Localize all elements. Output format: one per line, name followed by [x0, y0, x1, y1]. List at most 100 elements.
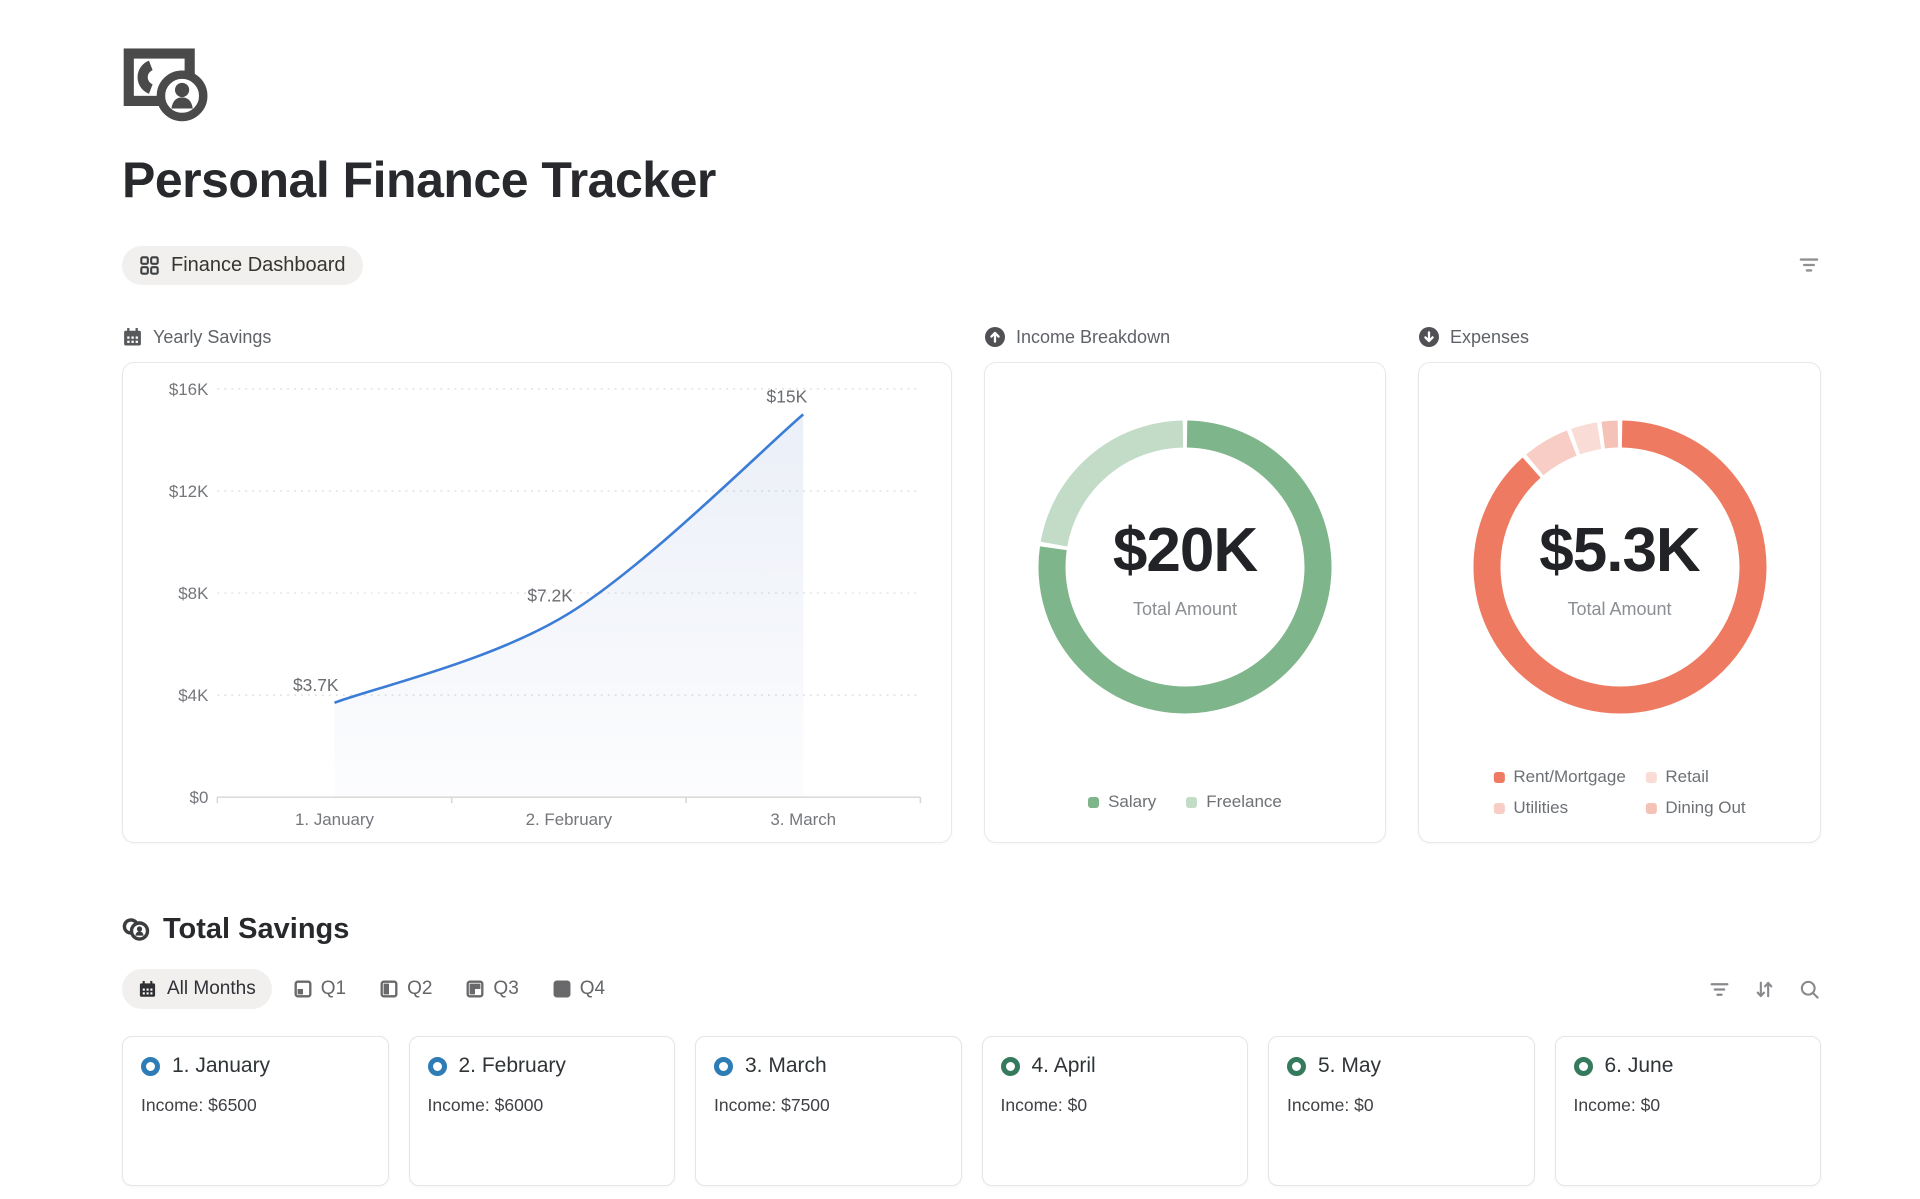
month-title: 1. January — [172, 1054, 271, 1077]
month-card-header: 6. June — [1573, 1054, 1803, 1078]
svg-text:$0: $0 — [190, 788, 209, 807]
month-cards-row: 1. January Income: $6500 2. February Income… — [122, 1036, 1821, 1186]
legend-item-utilities: Utilities — [1493, 798, 1645, 818]
legend-item-dining-out: Dining Out — [1645, 798, 1746, 818]
legend-label: Utilities — [1513, 798, 1569, 817]
svg-text:$15K: $15K — [767, 386, 808, 406]
month-status-icon — [1287, 1056, 1306, 1076]
month-card-april[interactable]: 4. April Income: $0 — [981, 1036, 1248, 1186]
expenses-label: Expenses — [1450, 326, 1530, 347]
month-card-header: 1. January — [141, 1054, 370, 1078]
legend-item-salary: Salary — [1088, 792, 1156, 812]
legend-item-rent-mortgage: Rent/Mortgage — [1493, 767, 1645, 787]
q1-quarter-icon — [294, 980, 312, 998]
expenses-card: $5.3K Total Amount Rent/Mortgage Retail Ut… — [1418, 362, 1821, 843]
tab-label: Q3 — [493, 978, 519, 999]
month-card-june[interactable]: 6. June Income: $0 — [1554, 1036, 1821, 1186]
legend-swatch — [1088, 796, 1100, 808]
total-savings-label: Total Savings — [163, 913, 350, 945]
legend-swatch — [1493, 802, 1505, 814]
sort-icon[interactable] — [1753, 978, 1776, 1001]
month-income: Income: $7500 — [714, 1095, 830, 1115]
month-card-header: 5. May — [1287, 1054, 1516, 1078]
legend-item-retail: Retail — [1645, 767, 1745, 787]
month-title: 6. June — [1604, 1054, 1674, 1077]
income-donut-wrap: $20K Total Amount — [1035, 417, 1335, 717]
month-title: 5. May — [1318, 1054, 1382, 1077]
svg-text:2. February: 2. February — [526, 810, 613, 829]
legend-swatch — [1645, 802, 1657, 814]
legend-label: Dining Out — [1665, 798, 1746, 817]
tab-q3[interactable]: Q3 — [454, 969, 530, 1009]
month-title: 4. April — [1031, 1054, 1096, 1077]
legend-swatch — [1186, 796, 1198, 808]
total-savings-heading: Total Savings — [122, 913, 1821, 946]
tab-q4[interactable]: Q4 — [541, 969, 617, 1009]
filter-icon[interactable] — [1797, 253, 1821, 277]
svg-text:$16K: $16K — [169, 380, 209, 399]
month-income: Income: $6000 — [427, 1095, 544, 1115]
month-card-header: 3. March — [714, 1054, 943, 1078]
legend-label: Rent/Mortgage — [1513, 767, 1626, 786]
month-income: Income: $0 — [1000, 1095, 1088, 1115]
search-icon[interactable] — [1798, 978, 1821, 1001]
savings-toolbar — [1708, 978, 1821, 1001]
income-breakdown-title: Income Breakdown — [984, 325, 1386, 349]
month-income: Income: $0 — [1573, 1095, 1661, 1115]
month-income: Income: $6500 — [141, 1095, 257, 1115]
income-breakdown-card: $20K Total Amount Salary Freelance — [984, 362, 1386, 843]
svg-text:$3.7K: $3.7K — [293, 675, 339, 695]
month-status-icon — [427, 1056, 447, 1076]
expenses-donut-chart — [1473, 420, 1766, 714]
calendar-icon — [124, 327, 141, 345]
month-card-header: 4. April — [1000, 1054, 1230, 1078]
income-breakdown-label: Income Breakdown — [1016, 326, 1171, 347]
q2-half-icon — [380, 980, 398, 998]
legend-label: Retail — [1665, 767, 1709, 786]
tab-label: Q4 — [579, 978, 606, 999]
tab-q2[interactable]: Q2 — [368, 969, 444, 1009]
month-title: 2. February — [458, 1054, 566, 1077]
yearly-savings-label: Yearly Savings — [153, 326, 272, 347]
month-status-icon — [1000, 1056, 1020, 1076]
tab-label: Q1 — [320, 978, 347, 999]
finance-dashboard-tab[interactable]: Finance Dashboard — [122, 245, 363, 285]
yearly-savings-line-chart: $16K $12K $8K $4K $0 1. January 2. February 3. … — [169, 380, 922, 829]
legend-label: Salary — [1108, 792, 1157, 811]
money-page-icon — [123, 48, 208, 122]
arrow-down-circle-icon — [1419, 327, 1439, 347]
months-tabs-row: All Months Q1 Q2 Q3 Q4 — [122, 968, 1821, 1010]
month-status-icon — [714, 1056, 733, 1076]
month-card-february[interactable]: 2. February Income: $6000 — [408, 1036, 675, 1186]
month-title: 3. March — [745, 1054, 827, 1077]
legend-label: Freelance — [1206, 792, 1282, 811]
tab-q1[interactable]: Q1 — [282, 969, 358, 1009]
month-income: Income: $0 — [1287, 1095, 1374, 1115]
expenses-donut-wrap: $5.3K Total Amount — [1470, 417, 1770, 717]
income-legend: Salary Freelance — [985, 792, 1385, 812]
q4-full-icon — [553, 980, 571, 998]
charts-row: Yearly Savings $16K $12K $8K $4K $0 1. Januar… — [122, 325, 1821, 843]
expenses-legend: Rent/Mortgage Retail Utilities Dining Out — [1493, 767, 1746, 818]
view-row: Finance Dashboard — [122, 245, 1821, 285]
dashboard-grid-icon — [140, 255, 159, 275]
tab-label: All Months — [167, 978, 256, 999]
q3-three-quarter-icon — [466, 980, 484, 998]
tab-label: Q2 — [407, 978, 433, 999]
svg-text:$4K: $4K — [178, 686, 209, 705]
svg-text:3. March: 3. March — [770, 810, 836, 829]
yearly-savings-title: Yearly Savings — [122, 325, 952, 349]
month-card-march[interactable]: 3. March Income: $7500 — [695, 1036, 962, 1186]
yearly-savings-card: $16K $12K $8K $4K $0 1. January 2. February 3. … — [122, 362, 952, 843]
tab-all-months[interactable]: All Months — [122, 969, 272, 1009]
finance-dashboard-label: Finance Dashboard — [171, 253, 346, 276]
income-donut-chart — [1038, 420, 1332, 714]
filter-icon[interactable] — [1708, 978, 1731, 1001]
month-status-icon — [1573, 1056, 1593, 1076]
month-card-header: 2. February — [427, 1054, 657, 1078]
month-card-may[interactable]: 5. May Income: $0 — [1268, 1036, 1535, 1186]
month-card-january[interactable]: 1. January Income: $6500 — [122, 1036, 389, 1186]
legend-swatch — [1645, 771, 1657, 783]
coins-icon — [122, 918, 150, 941]
